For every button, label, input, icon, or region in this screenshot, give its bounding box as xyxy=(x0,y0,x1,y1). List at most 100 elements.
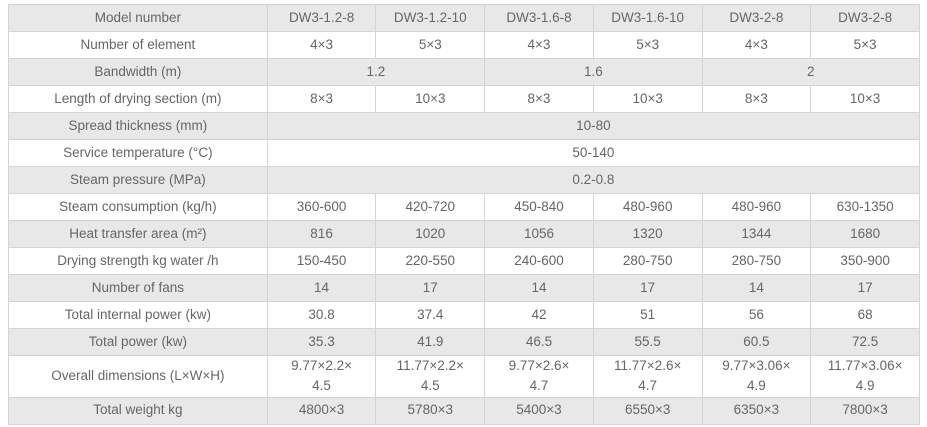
table-cell: 8×3 xyxy=(484,85,594,113)
table-cell: 9.77×2.6× 4.7 xyxy=(484,355,594,398)
table-row-total-power: Total power (kw) 35.3 41.9 46.5 55.5 60.… xyxy=(8,328,920,356)
table-cell: 816 xyxy=(266,220,377,248)
table-cell: 14 xyxy=(484,274,594,302)
table-cell: 17 xyxy=(375,274,486,302)
table-row-heat-transfer-area: Heat transfer area (m²) 816 1020 1056 13… xyxy=(8,220,920,248)
table-cell: DW3-1.6-10 xyxy=(592,4,703,32)
table-cell: 1.2 xyxy=(266,58,486,86)
table-row-model-number: Model number DW3-1.2-8 DW3-1.2-10 DW3-1.… xyxy=(8,4,920,32)
table-row-service-temperature: Service temperature (°C) 50-140 xyxy=(8,139,921,167)
table-cell: 56 xyxy=(701,301,812,329)
table-row-length-of-drying-section: Length of drying section (m) 8×3 10×3 8×… xyxy=(8,85,920,113)
table-cell: 10×3 xyxy=(592,85,703,113)
table-cell: 55.5 xyxy=(592,328,703,356)
table-cell: 50-140 xyxy=(266,139,921,167)
row-label: Model number xyxy=(8,4,268,32)
table-cell: 4800×3 xyxy=(266,396,377,425)
table-cell: 37.4 xyxy=(375,301,486,329)
table-cell: 14 xyxy=(266,274,377,302)
table-row-steam-consumption: Steam consumption (kg/h) 360-600 420-720… xyxy=(8,193,920,221)
table-cell: DW3-1.2-10 xyxy=(375,4,486,32)
table-row-number-of-element: Number of element 4×3 5×3 4×3 5×3 4×3 5×… xyxy=(8,31,920,59)
table-cell: 5×3 xyxy=(375,31,486,59)
row-label: Number of element xyxy=(8,31,268,59)
table-row-spread-thickness: Spread thickness (mm) 10-80 xyxy=(8,112,921,140)
row-label: Drying strength kg water /h xyxy=(8,247,268,275)
table-cell: 4×3 xyxy=(484,31,594,59)
table-cell: 8×3 xyxy=(266,85,377,113)
table-cell: 1056 xyxy=(484,220,594,248)
table-cell: 10-80 xyxy=(266,112,921,140)
row-label: Steam pressure (MPa) xyxy=(8,166,268,194)
table-cell: 42 xyxy=(484,301,594,329)
table-cell: 4×3 xyxy=(701,31,812,59)
table-cell: 280-750 xyxy=(592,247,703,275)
table-row-number-of-fans: Number of fans 14 17 14 17 14 17 xyxy=(8,274,920,302)
table-cell: 11.77×2.2× 4.5 xyxy=(375,355,486,398)
table-cell: 1344 xyxy=(701,220,812,248)
table-cell: 9.77×2.2× 4.5 xyxy=(266,355,377,398)
table-cell: 2 xyxy=(701,58,921,86)
table-row-total-internal-power: Total internal power (kw) 30.8 37.4 42 5… xyxy=(8,301,920,329)
table-row-total-weight: Total weight kg 4800×3 5780×3 5400×3 655… xyxy=(8,396,920,425)
row-label: Total power (kw) xyxy=(8,328,268,356)
table-cell: 68 xyxy=(810,301,920,329)
table-cell: 280-750 xyxy=(701,247,812,275)
table-cell: 14 xyxy=(701,274,812,302)
row-label: Spread thickness (mm) xyxy=(8,112,268,140)
table-cell: 4×3 xyxy=(266,31,377,59)
table-cell: 60.5 xyxy=(701,328,812,356)
table-cell: 420-720 xyxy=(375,193,486,221)
table-cell: 10×3 xyxy=(810,85,920,113)
table-cell: 1.6 xyxy=(484,58,703,86)
table-cell: 5780×3 xyxy=(375,396,486,425)
table-cell: DW3-2-8 xyxy=(810,4,920,32)
table-cell: 480-960 xyxy=(701,193,812,221)
table-cell: 11.77×2.6× 4.7 xyxy=(592,355,703,398)
table-cell: 240-600 xyxy=(484,247,594,275)
table-cell: DW3-2-8 xyxy=(701,4,812,32)
table-cell: 5400×3 xyxy=(484,396,594,425)
table-cell: 17 xyxy=(592,274,703,302)
table-cell: 10×3 xyxy=(375,85,486,113)
row-label: Length of drying section (m) xyxy=(8,85,268,113)
table-cell: 9.77×3.06× 4.9 xyxy=(701,355,812,398)
row-label: Overall dimensions (L×W×H) xyxy=(8,355,268,398)
table-row-bandwidth: Bandwidth (m) 1.2 1.6 2 xyxy=(8,58,921,86)
table-cell: 480-960 xyxy=(592,193,703,221)
table-cell: 17 xyxy=(810,274,920,302)
row-label: Bandwidth (m) xyxy=(8,58,268,86)
table-cell: 350-900 xyxy=(810,247,920,275)
table-cell: 1020 xyxy=(375,220,486,248)
table-cell: 7800×3 xyxy=(810,396,920,425)
table-cell: DW3-1.2-8 xyxy=(266,4,377,32)
row-label: Number of fans xyxy=(8,274,268,302)
table-cell: 30.8 xyxy=(266,301,377,329)
table-cell: 360-600 xyxy=(266,193,377,221)
table-cell: 72.5 xyxy=(810,328,920,356)
table-cell: 6350×3 xyxy=(701,396,812,425)
table-row-drying-strength: Drying strength kg water /h 150-450 220-… xyxy=(8,247,920,275)
table-cell: 46.5 xyxy=(484,328,594,356)
table-cell: 5×3 xyxy=(592,31,703,59)
table-cell: 150-450 xyxy=(266,247,377,275)
table-cell: 6550×3 xyxy=(592,396,703,425)
table-cell: 1320 xyxy=(592,220,703,248)
table-row-overall-dimensions: Overall dimensions (L×W×H) 9.77×2.2× 4.5… xyxy=(8,355,920,398)
row-label: Total weight kg xyxy=(8,396,268,425)
table-cell: 41.9 xyxy=(375,328,486,356)
table-cell: 35.3 xyxy=(266,328,377,356)
row-label: Steam consumption (kg/h) xyxy=(8,193,268,221)
table-cell: 630-1350 xyxy=(810,193,920,221)
table-cell: 1680 xyxy=(810,220,920,248)
table-cell: 220-550 xyxy=(375,247,486,275)
table-cell: 450-840 xyxy=(484,193,594,221)
table-row-steam-pressure: Steam pressure (MPa) 0.2-0.8 xyxy=(8,166,921,194)
spec-table: Model number DW3-1.2-8 DW3-1.2-10 DW3-1.… xyxy=(8,4,921,425)
table-cell: 11.77×3.06× 4.9 xyxy=(810,355,920,398)
row-label: Service temperature (°C) xyxy=(8,139,268,167)
table-cell: 51 xyxy=(592,301,703,329)
row-label: Heat transfer area (m²) xyxy=(8,220,268,248)
row-label: Total internal power (kw) xyxy=(8,301,268,329)
